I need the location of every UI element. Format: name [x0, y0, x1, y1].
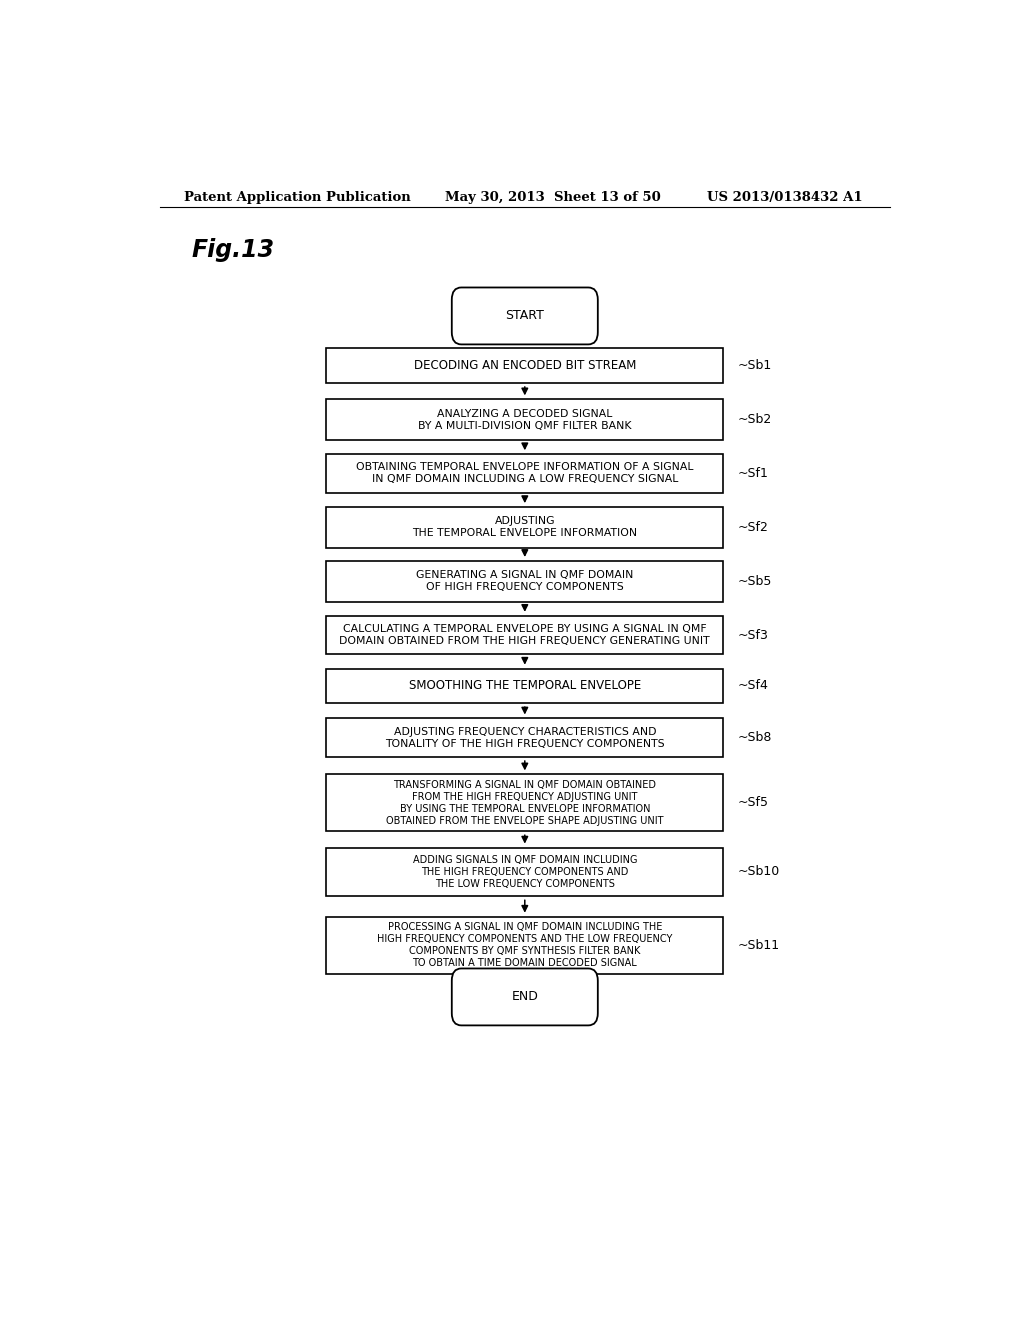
- Text: END: END: [511, 990, 539, 1003]
- Text: ~Sb5: ~Sb5: [737, 574, 772, 587]
- Text: ~Sf2: ~Sf2: [737, 521, 768, 533]
- Text: ~Sb8: ~Sb8: [737, 731, 772, 744]
- Text: ~Sb11: ~Sb11: [737, 939, 779, 952]
- Text: ADDING SIGNALS IN QMF DOMAIN INCLUDING
THE HIGH FREQUENCY COMPONENTS AND
THE LOW: ADDING SIGNALS IN QMF DOMAIN INCLUDING T…: [413, 855, 637, 888]
- Text: START: START: [506, 309, 544, 322]
- Text: ~Sf5: ~Sf5: [737, 796, 768, 809]
- Text: ~Sb1: ~Sb1: [737, 359, 772, 372]
- Text: GENERATING A SIGNAL IN QMF DOMAIN
OF HIGH FREQUENCY COMPONENTS: GENERATING A SIGNAL IN QMF DOMAIN OF HIG…: [416, 570, 634, 593]
- Text: CALCULATING A TEMPORAL ENVELOPE BY USING A SIGNAL IN QMF
DOMAIN OBTAINED FROM TH: CALCULATING A TEMPORAL ENVELOPE BY USING…: [340, 624, 710, 645]
- Text: Fig.13: Fig.13: [191, 238, 274, 261]
- Bar: [327, 399, 723, 440]
- Bar: [327, 507, 723, 548]
- Bar: [327, 669, 723, 704]
- Text: Patent Application Publication: Patent Application Publication: [183, 190, 411, 203]
- FancyBboxPatch shape: [452, 969, 598, 1026]
- Bar: [327, 348, 723, 383]
- Bar: [327, 775, 723, 832]
- Bar: [327, 718, 723, 758]
- Text: SMOOTHING THE TEMPORAL ENVELOPE: SMOOTHING THE TEMPORAL ENVELOPE: [409, 680, 641, 693]
- Text: ~Sb2: ~Sb2: [737, 413, 772, 426]
- Text: ADJUSTING
THE TEMPORAL ENVELOPE INFORMATION: ADJUSTING THE TEMPORAL ENVELOPE INFORMAT…: [413, 516, 637, 539]
- Bar: [327, 847, 723, 896]
- Text: ~Sb10: ~Sb10: [737, 866, 779, 878]
- Text: ~Sf1: ~Sf1: [737, 467, 768, 480]
- Text: ADJUSTING FREQUENCY CHARACTERISTICS AND
TONALITY OF THE HIGH FREQUENCY COMPONENT: ADJUSTING FREQUENCY CHARACTERISTICS AND …: [385, 727, 665, 748]
- Text: ~Sf3: ~Sf3: [737, 628, 768, 642]
- Text: US 2013/0138432 A1: US 2013/0138432 A1: [708, 190, 863, 203]
- FancyBboxPatch shape: [452, 288, 598, 345]
- Bar: [327, 615, 723, 655]
- Text: OBTAINING TEMPORAL ENVELOPE INFORMATION OF A SIGNAL
IN QMF DOMAIN INCLUDING A LO: OBTAINING TEMPORAL ENVELOPE INFORMATION …: [356, 462, 693, 484]
- Bar: [327, 561, 723, 602]
- Text: TRANSFORMING A SIGNAL IN QMF DOMAIN OBTAINED
FROM THE HIGH FREQUENCY ADJUSTING U: TRANSFORMING A SIGNAL IN QMF DOMAIN OBTA…: [386, 780, 664, 826]
- Text: DECODING AN ENCODED BIT STREAM: DECODING AN ENCODED BIT STREAM: [414, 359, 636, 372]
- Text: May 30, 2013  Sheet 13 of 50: May 30, 2013 Sheet 13 of 50: [445, 190, 662, 203]
- Text: PROCESSING A SIGNAL IN QMF DOMAIN INCLUDING THE
HIGH FREQUENCY COMPONENTS AND TH: PROCESSING A SIGNAL IN QMF DOMAIN INCLUD…: [377, 923, 673, 968]
- Text: ~Sf4: ~Sf4: [737, 680, 768, 693]
- Text: ANALYZING A DECODED SIGNAL
BY A MULTI-DIVISION QMF FILTER BANK: ANALYZING A DECODED SIGNAL BY A MULTI-DI…: [418, 409, 632, 430]
- Bar: [327, 454, 723, 492]
- Bar: [327, 916, 723, 974]
